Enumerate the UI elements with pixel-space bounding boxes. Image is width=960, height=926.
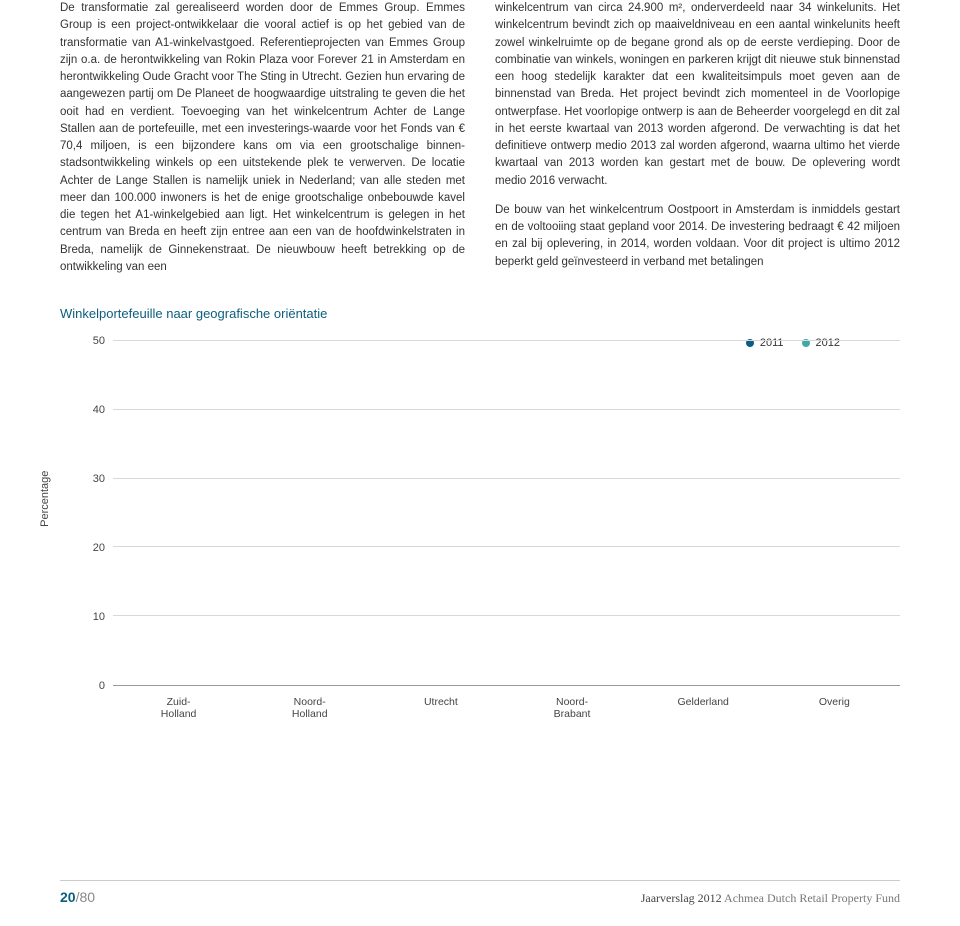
y-tick: 10 — [75, 611, 105, 623]
paragraph-right-2: De bouw van het winkelcentrum Oostpoort … — [495, 202, 900, 271]
x-label: Overig — [794, 696, 874, 721]
x-axis: Zuid-Holland Noord-Holland Utrecht Noord-Br… — [113, 696, 900, 721]
doc-title-name: Achmea Dutch Retail Property Fund — [722, 891, 900, 905]
bar-chart: 20112012 Percentage 01020304050 Zuid-Hol… — [75, 331, 900, 721]
plot-area — [113, 341, 900, 686]
y-tick: 30 — [75, 473, 105, 485]
x-label: Noord-Holland — [270, 696, 350, 721]
y-tick: 40 — [75, 404, 105, 416]
x-label: Noord-Brabant — [532, 696, 612, 721]
column-left: De transformatie zal gerealiseerd worden… — [60, 0, 465, 276]
x-label: Utrecht — [401, 696, 481, 721]
bar-groups — [113, 341, 900, 685]
page-footer: 20/80 Jaarverslag 2012 Achmea Dutch Reta… — [60, 880, 900, 906]
gridline — [113, 615, 900, 616]
gridline — [113, 340, 900, 341]
chart-title: Winkelportefeuille naar geografische ori… — [60, 306, 900, 321]
y-tick: 0 — [75, 680, 105, 692]
chart-section: Winkelportefeuille naar geografische ori… — [60, 306, 900, 721]
doc-title-year: Jaarverslag 2012 — [641, 891, 722, 905]
y-axis-label: Percentage — [39, 471, 51, 527]
x-label: Gelderland — [663, 696, 743, 721]
page-current: 20 — [60, 889, 76, 905]
page-number: 20/80 — [60, 889, 95, 905]
paragraph-right-1: winkelcentrum van circa 24.900 m², onder… — [495, 0, 900, 190]
column-right: winkelcentrum van circa 24.900 m², onder… — [495, 0, 900, 276]
y-tick: 50 — [75, 335, 105, 347]
gridline — [113, 546, 900, 547]
y-tick: 20 — [75, 542, 105, 554]
y-axis: 01020304050 — [75, 341, 105, 686]
page-total: /80 — [76, 889, 95, 905]
body-text: De transformatie zal gerealiseerd worden… — [60, 0, 900, 276]
document-title: Jaarverslag 2012 Achmea Dutch Retail Pro… — [641, 891, 900, 906]
gridline — [113, 478, 900, 479]
x-label: Zuid-Holland — [139, 696, 219, 721]
gridline — [113, 409, 900, 410]
